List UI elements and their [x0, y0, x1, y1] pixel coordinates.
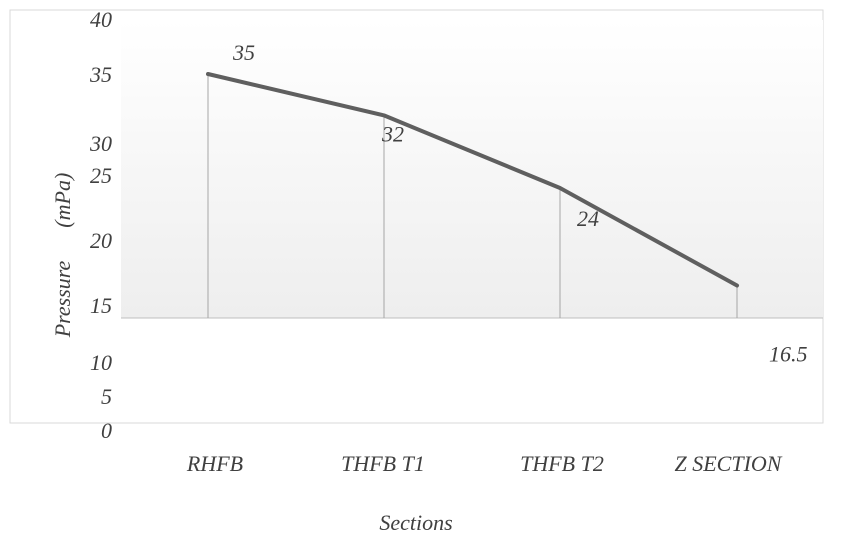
- x-axis-title: Sections: [379, 510, 452, 535]
- data-point: [558, 186, 562, 190]
- y-tick-label: 30: [89, 131, 112, 156]
- data-label: 24: [577, 206, 599, 231]
- y-axis-title: Pressure (mPa): [50, 173, 75, 339]
- data-label: 35: [232, 40, 255, 65]
- data-point: [735, 284, 739, 287]
- y-tick-label: 40: [90, 7, 112, 32]
- data-point: [382, 113, 386, 117]
- x-tick-label: THFB T2: [520, 451, 604, 476]
- y-tick-label: 20: [90, 228, 112, 253]
- data-label: 32: [381, 121, 404, 146]
- x-tick-label: Z SECTION: [675, 451, 783, 476]
- series-line: [206, 72, 739, 288]
- x-tick-label: RHFB: [186, 451, 243, 476]
- data-point: [206, 72, 210, 76]
- y-axis-tick-labels: 0 5 10 15 20 25 30 35 40: [89, 7, 112, 443]
- y-tick-label: 15: [90, 293, 112, 318]
- y-tick-label: 25: [90, 163, 112, 188]
- y-tick-label: 0: [101, 418, 112, 443]
- data-label: 16.5: [769, 342, 808, 367]
- y-tick-label: 5: [101, 384, 112, 409]
- y-tick-label: 35: [89, 62, 112, 87]
- x-axis-tick-labels: RHFB THFB T1 THFB T2 Z SECTION: [186, 451, 783, 476]
- plot-content: 35 32 24 16.5: [121, 40, 823, 367]
- y-tick-label: 10: [90, 350, 112, 375]
- x-tick-label: THFB T1: [341, 451, 425, 476]
